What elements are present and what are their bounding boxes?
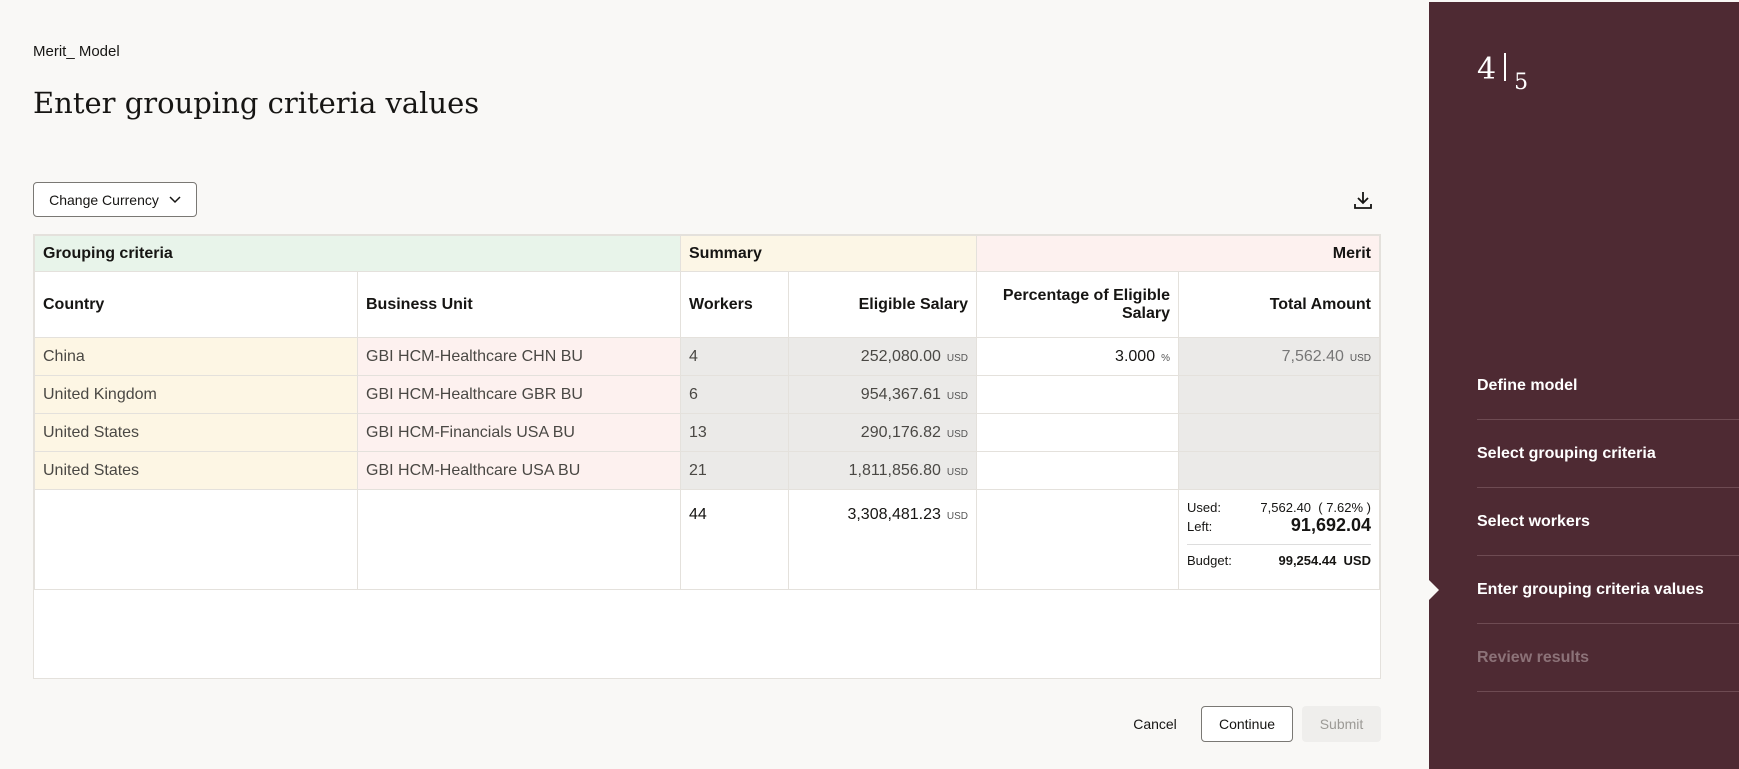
col-percentage: Percentage of Eligible Salary bbox=[976, 271, 1179, 338]
percent-unit: % bbox=[1161, 352, 1170, 364]
country-cell: United States bbox=[34, 413, 358, 452]
cancel-button[interactable]: Cancel bbox=[1133, 716, 1177, 732]
workers-cell: 4 bbox=[680, 337, 789, 376]
percentage-input[interactable] bbox=[976, 375, 1179, 414]
group-header-criteria: Grouping criteria bbox=[34, 235, 681, 272]
col-business-unit: Business Unit bbox=[357, 271, 681, 338]
used-value: 7,562.40 ( 7.62% ) bbox=[1260, 500, 1371, 515]
salary-cell: 252,080.00 USD bbox=[788, 337, 977, 376]
page-title: Enter grouping criteria values bbox=[33, 86, 480, 120]
currency: USD bbox=[946, 390, 968, 402]
left-value: 91,692.04 bbox=[1290, 515, 1371, 535]
currency: USD bbox=[1349, 352, 1371, 364]
bu-cell: GBI HCM-Healthcare CHN BU bbox=[357, 337, 681, 376]
percentage-input[interactable]: 3.000% bbox=[976, 337, 1179, 376]
percentage-input[interactable] bbox=[976, 451, 1179, 490]
salary-value: 252,080.00 bbox=[860, 347, 941, 365]
step-review-results: Review results bbox=[1477, 624, 1739, 692]
table-row: United States GBI HCM-Healthcare USA BU … bbox=[34, 451, 1380, 490]
model-name: Merit_ Model bbox=[33, 43, 120, 60]
currency: USD bbox=[946, 511, 968, 522]
total-workers: 44 bbox=[680, 489, 789, 590]
current-step-indicator bbox=[1429, 580, 1439, 600]
used-label: Used: bbox=[1187, 500, 1221, 515]
workers-cell: 6 bbox=[680, 375, 789, 414]
step-select-workers[interactable]: Select workers bbox=[1477, 488, 1739, 556]
total-value: 7,562.40 bbox=[1281, 347, 1344, 365]
total-cell bbox=[1178, 451, 1380, 490]
total-steps: 5 bbox=[1514, 70, 1529, 95]
col-country: Country bbox=[34, 271, 358, 338]
salary-cell: 290,176.82 USD bbox=[788, 413, 977, 452]
group-header-summary: Summary bbox=[680, 235, 977, 272]
table-row: China GBI HCM-Healthcare CHN BU 4 252,08… bbox=[34, 337, 1380, 376]
col-workers: Workers bbox=[680, 271, 789, 338]
total-salary: 3,308,481.23 USD bbox=[788, 489, 977, 590]
country-cell: United Kingdom bbox=[34, 375, 358, 414]
salary-cell: 1,811,856.80 USD bbox=[788, 451, 977, 490]
currency: USD bbox=[946, 428, 968, 440]
total-cell bbox=[1178, 375, 1380, 414]
current-step: 4 bbox=[1477, 52, 1497, 87]
change-currency-button[interactable]: Change Currency bbox=[33, 182, 197, 217]
step-divider bbox=[1504, 53, 1507, 81]
empty-cell bbox=[357, 489, 681, 590]
change-currency-label: Change Currency bbox=[49, 191, 159, 208]
totals-row: 44 3,308,481.23 USD Used: 7,562.40 ( 7.62%… bbox=[34, 489, 1380, 590]
grouping-table: Grouping criteria Summary Merit Country … bbox=[33, 234, 1381, 679]
salary-value: 1,811,856.80 bbox=[848, 461, 941, 479]
group-header-merit: Merit bbox=[976, 235, 1380, 272]
salary-value: 290,176.82 bbox=[860, 423, 941, 441]
percentage-input[interactable] bbox=[976, 413, 1179, 452]
step-select-grouping-criteria[interactable]: Select grouping criteria bbox=[1477, 420, 1739, 488]
step-define-model[interactable]: Define model bbox=[1477, 352, 1739, 420]
col-eligible-salary: Eligible Salary bbox=[788, 271, 977, 338]
total-cell bbox=[1178, 413, 1380, 452]
country-cell: China bbox=[34, 337, 358, 376]
workers-cell: 21 bbox=[680, 451, 789, 490]
budget-value: 99,254.44 USD bbox=[1278, 553, 1371, 568]
bu-cell: GBI HCM-Financials USA BU bbox=[357, 413, 681, 452]
table-row: United States GBI HCM-Financials USA BU … bbox=[34, 413, 1380, 452]
chevron-down-icon bbox=[169, 195, 181, 203]
download-icon[interactable] bbox=[1352, 189, 1374, 211]
percentage-value: 3.000 bbox=[1115, 347, 1156, 365]
salary-value: 954,367.61 bbox=[860, 385, 941, 403]
bu-cell: GBI HCM-Healthcare GBR BU bbox=[357, 375, 681, 414]
budget-summary: Used: 7,562.40 ( 7.62% ) Left: 91,692.04 B… bbox=[1178, 489, 1380, 590]
total-salary-value: 3,308,481.23 bbox=[847, 506, 941, 523]
table-row: United Kingdom GBI HCM-Healthcare GBR BU… bbox=[34, 375, 1380, 414]
step-list: Define model Select grouping criteria Se… bbox=[1477, 352, 1739, 692]
continue-button[interactable]: Continue bbox=[1201, 706, 1293, 742]
workers-cell: 13 bbox=[680, 413, 789, 452]
step-enter-grouping-criteria-values[interactable]: Enter grouping criteria values bbox=[1477, 556, 1739, 624]
salary-cell: 954,367.61 USD bbox=[788, 375, 977, 414]
left-label: Left: bbox=[1187, 519, 1213, 534]
empty-cell bbox=[976, 489, 1179, 590]
total-cell: 7,562.40 USD bbox=[1178, 337, 1380, 376]
divider bbox=[1187, 544, 1371, 545]
empty-cell bbox=[34, 489, 358, 590]
submit-button[interactable]: Submit bbox=[1302, 706, 1381, 742]
country-cell: United States bbox=[34, 451, 358, 490]
currency: USD bbox=[946, 466, 968, 478]
bu-cell: GBI HCM-Healthcare USA BU bbox=[357, 451, 681, 490]
budget-label: Budget: bbox=[1187, 553, 1232, 568]
currency: USD bbox=[946, 352, 968, 364]
col-total-amount: Total Amount bbox=[1178, 271, 1380, 338]
